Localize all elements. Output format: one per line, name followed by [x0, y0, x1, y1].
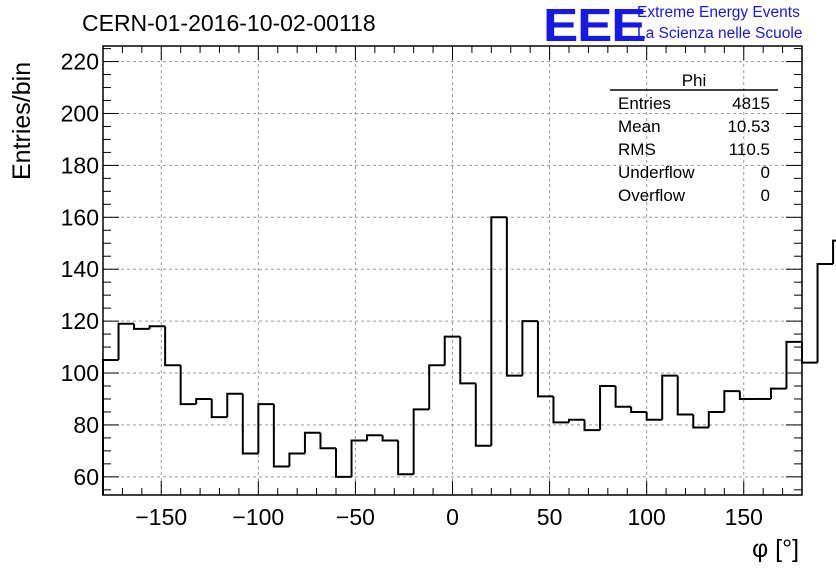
histogram-bin: [614, 385, 632, 408]
x-tick-label: 0: [446, 504, 459, 530]
x-tick-label: −50: [336, 504, 375, 530]
y-tick-label: 160: [61, 204, 99, 230]
histogram-bin: [490, 216, 507, 446]
histogram-bin: [241, 393, 259, 455]
histogram-bin: [210, 398, 228, 419]
histogram-bin: [102, 359, 119, 495]
histogram-bin: [381, 435, 399, 442]
grid-lines: [103, 46, 802, 495]
histogram-bin: [257, 403, 274, 454]
x-axis-label: φ [°]: [752, 535, 800, 563]
histogram-bin: [366, 434, 383, 441]
y-tick-label: 140: [61, 256, 99, 282]
y-tick-label: 100: [61, 360, 99, 386]
histogram-bin: [692, 414, 709, 429]
histogram-bin: [474, 383, 492, 447]
histogram-bin: [599, 384, 616, 431]
logo-line-2: La Scienza nelle Scuole: [637, 25, 803, 42]
histogram-outline: [102, 216, 836, 495]
eee-logo: EEE: [543, 0, 647, 51]
histogram-bin: [583, 419, 601, 432]
histogram-bin: [769, 387, 787, 399]
histogram-bin: [552, 396, 569, 424]
stat-label-rms: RMS: [618, 140, 656, 159]
histogram-bin: [397, 440, 414, 476]
x-tick-label: −150: [135, 504, 187, 530]
stat-value-entries: 4815: [732, 94, 770, 113]
chart-title: CERN-01-2016-10-02-00118: [82, 10, 376, 36]
histogram-bin: [801, 341, 818, 364]
histogram-bin: [412, 408, 430, 475]
y-tick-label: 80: [73, 412, 99, 438]
histogram-bin: [350, 439, 368, 477]
x-tick-label: 150: [725, 504, 763, 530]
histogram-bin: [148, 325, 166, 329]
histogram-bin: [832, 239, 836, 265]
histogram-bin: [645, 411, 663, 421]
logo-line-1: Extreme Energy Events: [637, 4, 800, 21]
stat-label-mean: Mean: [618, 117, 661, 136]
histogram-bin: [272, 404, 290, 468]
stat-value-underflow: 0: [760, 163, 770, 182]
histogram-bin: [133, 323, 150, 330]
histogram-bin: [676, 375, 694, 416]
y-tick-label: 60: [73, 464, 99, 490]
stat-value-overflow: 0: [760, 186, 770, 205]
histogram-bin: [319, 432, 336, 450]
histogram-bin: [785, 340, 802, 389]
x-tick-label: 100: [627, 504, 665, 530]
stat-label-entries: Entries: [618, 94, 671, 113]
histogram-bin: [303, 431, 321, 454]
stat-label-overflow: Overflow: [618, 186, 686, 205]
stat-label-underflow: Underflow: [618, 163, 695, 182]
histogram-bin: [443, 335, 461, 366]
histogram-bin: [226, 392, 243, 418]
histogram-bin: [630, 406, 647, 413]
histogram-bin: [459, 336, 476, 385]
axis-tick-labels: −150 −100 −50 0 50 100 150 60 80 100 120 140 160 180 2…: [61, 49, 763, 530]
histogram-bin: [505, 217, 523, 377]
x-tick-label: −100: [232, 504, 284, 530]
stat-value-mean: 10.53: [727, 117, 770, 136]
histogram-bin: [816, 263, 834, 363]
y-axis-label: Entries/bin: [8, 61, 36, 180]
histogram-bin: [521, 320, 538, 376]
histogram-bin: [117, 322, 135, 361]
histogram-bin: [288, 452, 305, 467]
histogram-bin: [195, 397, 212, 405]
histogram-bin: [179, 365, 197, 406]
y-tick-label: 120: [61, 308, 99, 334]
x-tick-label: 50: [537, 504, 563, 530]
histogram-bin: [723, 390, 740, 412]
histogram-bin: [164, 326, 181, 367]
y-tick-label: 180: [61, 152, 99, 178]
y-tick-label: 220: [61, 49, 99, 75]
axis-ticks: [102, 46, 803, 495]
stats-box-title: Phi: [681, 71, 707, 90]
histogram-bin: [536, 321, 554, 398]
histogram-bin: [661, 374, 678, 420]
histogram-bin: [428, 364, 445, 410]
histogram-bin: [568, 418, 585, 423]
histogram-bin: [738, 391, 756, 400]
histogram-bin: [335, 448, 352, 478]
stat-value-rms: 110.5: [728, 140, 770, 159]
histogram-bin: [707, 410, 725, 428]
y-tick-label: 200: [61, 100, 99, 126]
